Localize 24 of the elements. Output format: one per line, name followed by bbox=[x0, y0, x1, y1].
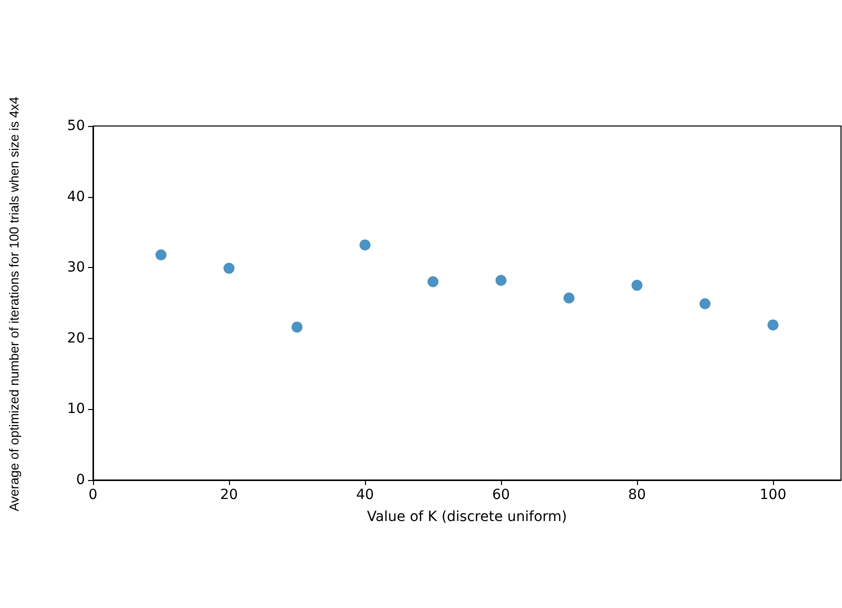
y-tick-label: 40 bbox=[67, 188, 85, 205]
y-tick-label: 50 bbox=[67, 118, 85, 134]
point bbox=[768, 319, 778, 330]
point bbox=[564, 292, 574, 304]
y-tick-label: 10 bbox=[67, 401, 85, 418]
point bbox=[292, 322, 302, 333]
x-axis-title: Value of K (discrete uniform) bbox=[366, 509, 568, 525]
x-tick-label: 0 bbox=[88, 487, 98, 503]
point bbox=[496, 274, 506, 286]
point bbox=[632, 280, 642, 291]
point bbox=[360, 239, 370, 250]
x-tick-label: 20 bbox=[220, 487, 238, 503]
point bbox=[224, 262, 234, 274]
point bbox=[700, 298, 710, 310]
x-tick-label: 100 bbox=[760, 487, 786, 503]
y-tick-label: 30 bbox=[67, 260, 85, 276]
point bbox=[156, 249, 166, 260]
y-tick-label: 20 bbox=[67, 330, 85, 346]
x-tick-label: 60 bbox=[492, 487, 510, 503]
y-tick-label: 0 bbox=[76, 472, 85, 488]
x-tick-label: 40 bbox=[356, 487, 374, 503]
x-tick-label: 80 bbox=[628, 487, 646, 503]
point bbox=[428, 276, 438, 288]
y-axis-title: Average of optimized number of iterations for 100 trials when size is 4x4 bbox=[6, 96, 22, 512]
